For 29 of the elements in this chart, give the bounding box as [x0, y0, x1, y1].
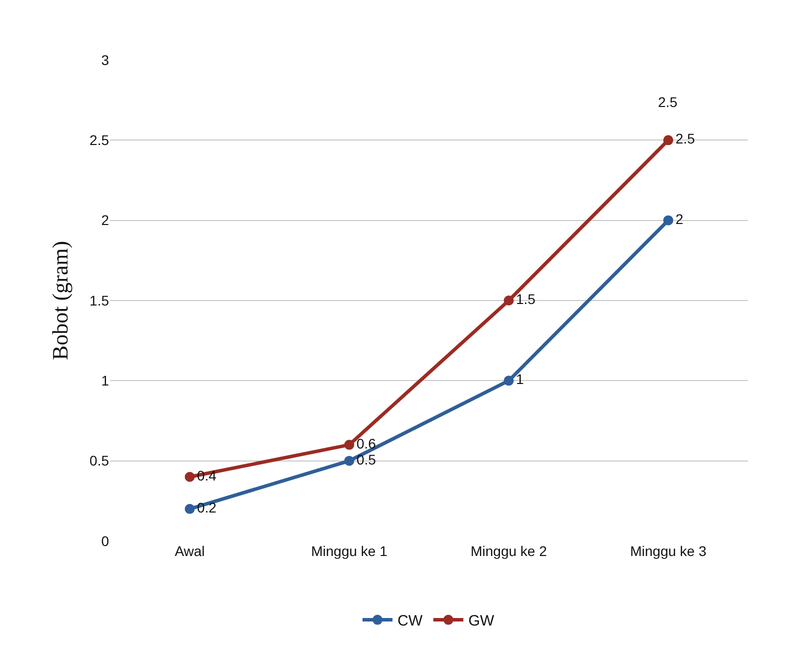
y-tick-label: 2	[101, 212, 110, 228]
y-tick-label: 0	[101, 532, 110, 549]
legend-label: CW	[398, 612, 424, 630]
y-tick-label: 3	[101, 52, 110, 68]
y-axis-title: Bobot (gram)	[47, 240, 72, 360]
point	[184, 504, 195, 514]
y-tick-label: 1	[101, 372, 110, 389]
x-tick-label: Minggu ke 3	[630, 543, 707, 559]
point	[663, 215, 674, 226]
annotation: 2.5	[658, 94, 678, 110]
data-label: 1.5	[516, 291, 536, 307]
y-tick-label: 2.5	[90, 132, 110, 148]
legend-label: GW	[468, 612, 495, 630]
y-tick-label: 1.5	[90, 292, 110, 308]
data-label: 2.5	[676, 130, 696, 147]
x-tick-label: Minggu ke 1	[311, 543, 388, 559]
x-tick-label: Minggu ke 2	[470, 543, 548, 559]
point	[663, 135, 674, 146]
point	[344, 456, 354, 466]
data-label: 0.6	[356, 435, 376, 452]
point	[504, 296, 514, 306]
point	[184, 472, 195, 482]
point	[344, 440, 354, 450]
y-tick-label: 0.5	[90, 452, 110, 469]
x-tick-label: Awal	[174, 543, 205, 559]
data-label: 0.5	[356, 451, 376, 468]
point	[504, 376, 514, 386]
data-label: 1	[516, 371, 524, 388]
data-label: 2	[676, 210, 684, 227]
